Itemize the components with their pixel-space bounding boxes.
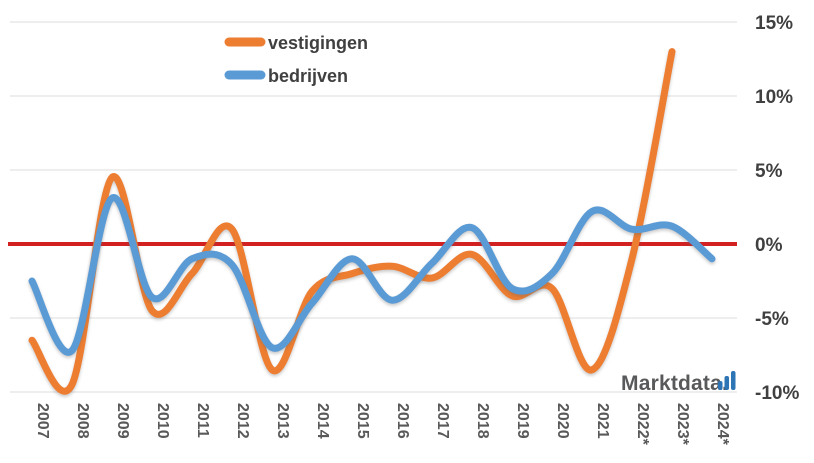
y-tick-label: -10% xyxy=(755,383,799,404)
bar-icon xyxy=(731,371,736,390)
x-tick-label: 2011 xyxy=(194,403,211,438)
x-tick-label: 2008 xyxy=(74,403,91,439)
bar-chart-icon xyxy=(718,371,736,390)
bedrijven-line xyxy=(28,194,716,356)
legend: vestigingen bedrijven xyxy=(224,33,368,86)
x-tick-label: 2024* xyxy=(714,403,731,446)
watermark-logo: Marktdata. xyxy=(621,371,736,395)
bar-icon xyxy=(724,376,729,390)
vestigingen-legend-label: vestigingen xyxy=(268,33,368,53)
y-tick-label: -5% xyxy=(755,309,789,330)
x-tick-label: 2009 xyxy=(114,403,131,439)
x-tick-label: 2023* xyxy=(674,403,691,446)
x-tick-label: 2021 xyxy=(594,403,611,439)
x-tick-label: 2019 xyxy=(514,403,531,439)
x-tick-label: 2014 xyxy=(314,403,331,439)
y-axis-labels: 15% 10% 5% 0% -5% -10% xyxy=(755,13,799,404)
y-tick-label: 5% xyxy=(755,161,783,182)
bar-icon xyxy=(718,381,723,390)
x-tick-label: 2020 xyxy=(554,403,571,439)
watermark-text: Marktdata. xyxy=(621,372,728,395)
x-tick-label: 2010 xyxy=(154,403,171,439)
y-tick-label: 10% xyxy=(755,87,793,108)
x-tick-label: 2018 xyxy=(474,403,491,439)
y-tick-label: 0% xyxy=(755,235,783,256)
x-tick-label: 2012 xyxy=(234,403,251,439)
bedrijven-legend-label: bedrijven xyxy=(268,66,348,86)
series-lines xyxy=(28,48,716,395)
x-tick-label: 2013 xyxy=(274,403,291,439)
x-tick-label: 2016 xyxy=(394,403,411,439)
x-axis-labels: 2007 2008 2009 2010 2011 2012 2013 2014 2015 2016… xyxy=(34,403,731,446)
x-tick-label: 2022* xyxy=(634,403,651,446)
x-tick-label: 2017 xyxy=(434,403,451,439)
x-tick-label: 2007 xyxy=(34,403,51,439)
y-tick-label: 15% xyxy=(755,13,793,34)
x-tick-label: 2015 xyxy=(354,403,371,439)
vestigingen-line xyxy=(28,48,676,395)
